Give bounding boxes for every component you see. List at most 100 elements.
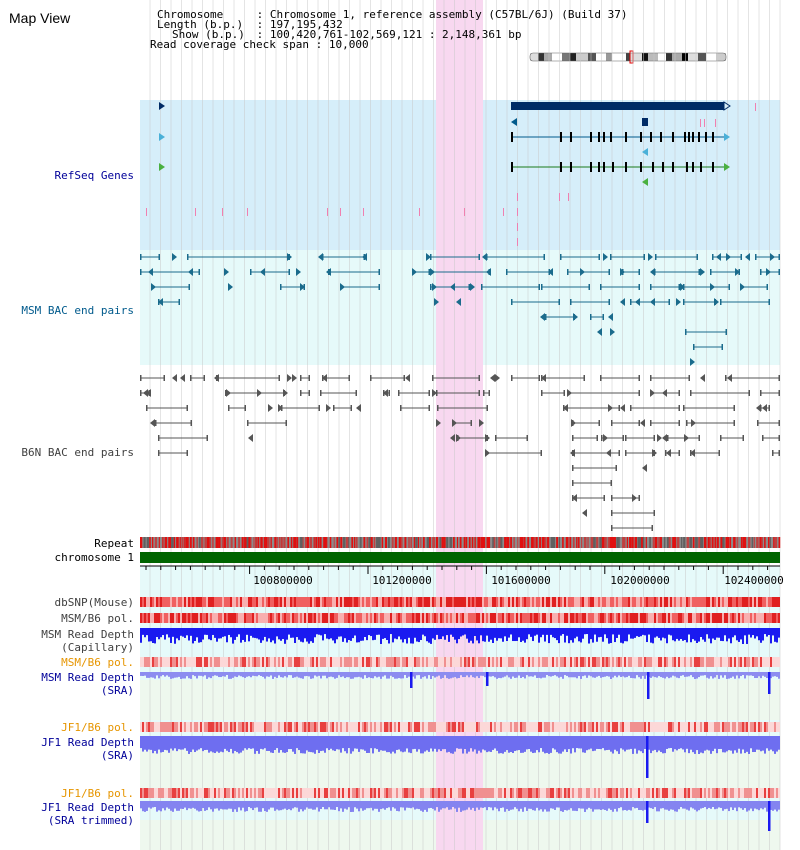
- heat-cell: [750, 722, 752, 732]
- heat-cell: [428, 788, 430, 798]
- heat-cell: [370, 613, 372, 623]
- depth-bar: [376, 801, 378, 809]
- depth-bar: [428, 672, 430, 676]
- depth-bar: [350, 672, 352, 679]
- heat-cell: [778, 597, 780, 607]
- track-label-b6n-bac[interactable]: B6N BAC end pairs: [21, 446, 134, 459]
- depth-bar: [622, 628, 624, 644]
- heat-cell: [556, 613, 558, 623]
- heat-cell: [666, 597, 668, 607]
- msm-bac-pair-end: [678, 284, 680, 290]
- heat-cell: [716, 722, 718, 732]
- track-label-chromosome[interactable]: chromosome 1: [54, 551, 134, 564]
- msm-bac-pair-end: [430, 284, 432, 290]
- track-label-refseq[interactable]: RefSeq Genes: [54, 169, 134, 182]
- depth-bar: [730, 628, 732, 644]
- track-label-jf1-b6-pol-2[interactable]: JF1/B6 pol.: [61, 787, 134, 800]
- b6n-bac-pair-end: [541, 390, 543, 396]
- depth-bar: [202, 736, 204, 752]
- track-label-msm-b6-pol[interactable]: MSM/B6 pol.: [61, 612, 134, 625]
- depth-bar: [524, 736, 526, 752]
- track-label-msm-depth-sra[interactable]: MSM Read Depth (SRA): [41, 671, 134, 697]
- depth-bar: [622, 672, 624, 677]
- depth-bar: [482, 672, 484, 676]
- heat-cell: [164, 722, 166, 732]
- depth-bar: [766, 672, 768, 679]
- heat-cell: [678, 657, 680, 667]
- heat-cell: [358, 788, 360, 798]
- heat-cell: [474, 613, 476, 623]
- depth-bar: [680, 801, 682, 808]
- depth-bar: [778, 672, 780, 679]
- msm-bac-pair-end: [158, 254, 160, 260]
- heat-cell: [154, 788, 156, 798]
- heat-cell: [362, 657, 364, 667]
- heat-cell: [168, 597, 170, 607]
- heat-cell: [242, 657, 244, 667]
- depth-bar: [474, 628, 476, 637]
- heat-cell: [556, 722, 558, 732]
- heat-cell: [668, 788, 670, 798]
- depth-bar: [392, 628, 394, 643]
- depth-bar: [508, 672, 510, 678]
- repeat-element: [206, 537, 210, 548]
- heat-cell: [768, 613, 770, 623]
- depth-bar: [628, 672, 630, 676]
- depth-bar: [366, 801, 368, 809]
- heat-cell: [490, 657, 492, 667]
- repeat-element: [296, 537, 299, 548]
- heat-cell: [448, 657, 450, 667]
- depth-bar: [682, 628, 684, 641]
- heat-cell: [256, 788, 258, 798]
- heat-cell: [606, 657, 608, 667]
- depth-bar: [538, 672, 540, 678]
- heat-cell: [736, 597, 738, 607]
- track-label-jf1-b6-pol[interactable]: JF1/B6 pol.: [61, 721, 134, 734]
- track-label-dbsnp[interactable]: dbSNP(Mouse): [54, 596, 134, 609]
- depth-bar: [486, 801, 488, 811]
- heat-cell: [140, 722, 142, 732]
- repeat-element: [531, 537, 534, 548]
- depth-bar: [710, 628, 712, 644]
- depth-bar: [562, 628, 564, 635]
- depth-bar: [458, 801, 460, 808]
- heat-cell: [546, 657, 548, 667]
- msm-bac-pair-end: [766, 284, 768, 290]
- depth-bar: [228, 736, 230, 753]
- depth-bar: [616, 801, 618, 812]
- heat-cell: [220, 788, 222, 798]
- depth-bar: [566, 801, 568, 811]
- heat-cell: [680, 788, 682, 798]
- heat-cell: [690, 657, 692, 667]
- depth-bar: [736, 628, 738, 641]
- depth-bar: [516, 672, 518, 678]
- depth-bar: [532, 736, 534, 754]
- b6n-bac-pair-end: [768, 405, 770, 411]
- heat-cell: [408, 788, 410, 798]
- track-label-repeat[interactable]: Repeat: [94, 537, 134, 550]
- depth-bar: [742, 672, 744, 676]
- track-label-jf1-depth-trim[interactable]: JF1 Read Depth (SRA trimmed): [41, 801, 134, 827]
- heat-cell: [738, 597, 740, 607]
- heat-cell: [740, 597, 742, 607]
- b6n-bac-pair-end: [778, 420, 780, 426]
- depth-bar: [214, 628, 216, 638]
- heat-cell: [550, 597, 552, 607]
- heat-cell: [774, 788, 776, 798]
- depth-bar: [348, 801, 350, 808]
- heat-cell: [226, 597, 228, 607]
- heat-cell: [742, 788, 744, 798]
- heat-cell: [552, 597, 554, 607]
- track-label-msm-b6-pol-2[interactable]: MSM/B6 pol.: [61, 656, 134, 669]
- heat-cell: [576, 597, 578, 607]
- repeat-element: [740, 537, 743, 548]
- track-label-msm-depth-cap[interactable]: MSM Read Depth (Capillary): [41, 628, 134, 654]
- heat-cell: [734, 613, 736, 623]
- msm-bac-pair-end: [778, 269, 780, 275]
- track-label-jf1-depth-sra[interactable]: JF1 Read Depth (SRA): [41, 736, 134, 762]
- heat-cell: [630, 722, 632, 732]
- depth-bar: [188, 736, 190, 754]
- track-label-msm-bac[interactable]: MSM BAC end pairs: [21, 304, 134, 317]
- heat-cell: [720, 597, 722, 607]
- depth-bar: [610, 628, 612, 644]
